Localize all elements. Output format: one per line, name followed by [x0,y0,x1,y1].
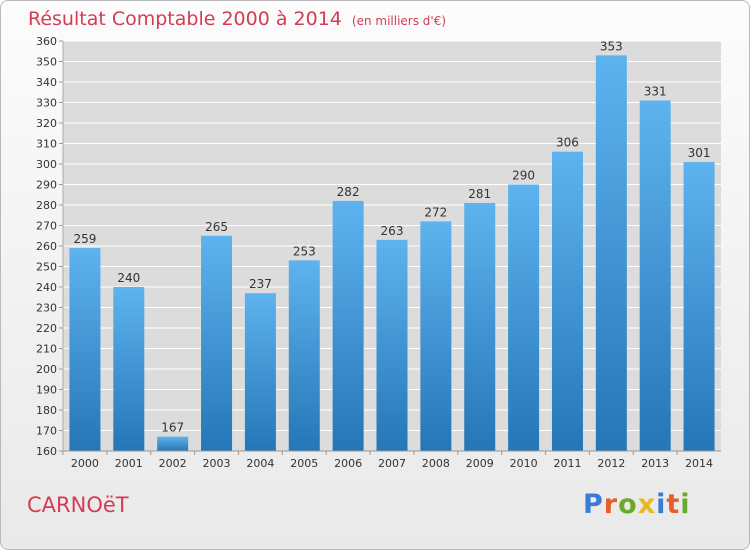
y-tick-label: 160 [36,445,57,458]
proxiti-logo: Proxiti [583,489,691,520]
bar-value-label: 272 [424,205,447,219]
x-tick-label: 2011 [553,457,581,470]
y-tick-label: 360 [36,35,57,48]
y-tick-label: 300 [36,158,57,171]
x-tick-label: 2012 [597,457,625,470]
logo-letter: P [583,489,604,520]
y-tick-label: 240 [36,281,57,294]
y-tick-label: 340 [36,76,57,89]
chart-title-text: Résultat Comptable 2000 à 2014 [28,8,342,30]
bar [420,221,452,451]
y-tick-label: 260 [36,240,57,253]
y-tick-label: 250 [36,261,57,274]
bar [683,161,715,451]
bars [69,55,715,451]
bar [551,151,583,451]
y-tick-label: 170 [36,425,57,438]
bar [288,260,320,451]
bar-value-label: 281 [468,187,491,201]
bar [376,239,408,451]
data-labels: 259 240 167 265 237 253 282 263 272 281 290 306 353 3… [73,39,710,434]
bar-value-label: 237 [249,277,272,291]
y-tick-label: 230 [36,302,57,315]
y-tick-label: 320 [36,117,57,130]
bar [639,100,671,451]
x-tick-label: 2002 [159,457,187,470]
y-tick-label: 220 [36,322,57,335]
x-tick-label: 2001 [115,457,143,470]
y-tick-label: 180 [36,404,57,417]
logo-letter: i [656,489,667,520]
bar-value-label: 253 [293,244,316,258]
y-tick-label: 330 [36,97,57,110]
logo-letter: r [603,489,619,520]
bar-value-label: 265 [205,220,228,234]
y-tick-label: 190 [36,384,57,397]
x-tick-label: 2009 [466,457,494,470]
bar-value-label: 301 [688,146,711,160]
x-tick-label: 2003 [203,457,231,470]
bar [69,248,101,451]
x-tick-label: 2014 [685,457,713,470]
bar [244,293,276,451]
bar-value-label: 167 [161,421,184,435]
bar [464,202,496,451]
y-tick-label: 290 [36,179,57,192]
bar-value-label: 282 [337,185,360,199]
x-tick-label: 2005 [290,457,318,470]
y-tick-label: 310 [36,138,57,151]
bar-value-label: 259 [73,232,96,246]
chart-unit: (en milliers d'€) [351,14,447,28]
bar-value-label: 306 [556,136,579,150]
y-tick-label: 270 [36,220,57,233]
city-name: CARNOëT [27,493,129,517]
y-axis-ticks: 160 170 180 190 200 210 220 230 240 250 260 270 280 2… [36,35,63,458]
chart-title: Résultat Comptable 2000 à 2014 (en millie… [28,8,446,30]
bar-value-label: 240 [117,271,140,285]
x-tick-label: 2006 [334,457,362,470]
x-tick-label: 2013 [641,457,669,470]
bar-value-label: 353 [600,39,623,53]
x-axis-ticks: 2000 2001 2002 2003 2004 2005 2006 2007 2008 2009… [62,451,713,470]
logo-letter: t [666,489,681,520]
logo-letter: x [637,489,657,520]
x-tick-label: 2010 [510,457,538,470]
y-tick-label: 210 [36,343,57,356]
y-tick-label: 200 [36,363,57,376]
bar [113,287,145,451]
x-tick-label: 2007 [378,457,406,470]
bar [332,200,364,451]
bar-value-label: 331 [644,84,667,98]
x-tick-label: 2000 [71,457,99,470]
bar [508,184,540,451]
logo-letter: i [680,489,691,520]
bar [595,55,627,451]
bar-value-label: 290 [512,169,535,183]
bar [201,235,233,451]
x-tick-label: 2008 [422,457,450,470]
bar-value-label: 263 [381,224,404,238]
y-tick-label: 280 [36,199,57,212]
logo-letter: o [618,489,638,520]
bar [157,436,189,451]
x-tick-label: 2004 [246,457,274,470]
y-tick-label: 350 [36,56,57,69]
